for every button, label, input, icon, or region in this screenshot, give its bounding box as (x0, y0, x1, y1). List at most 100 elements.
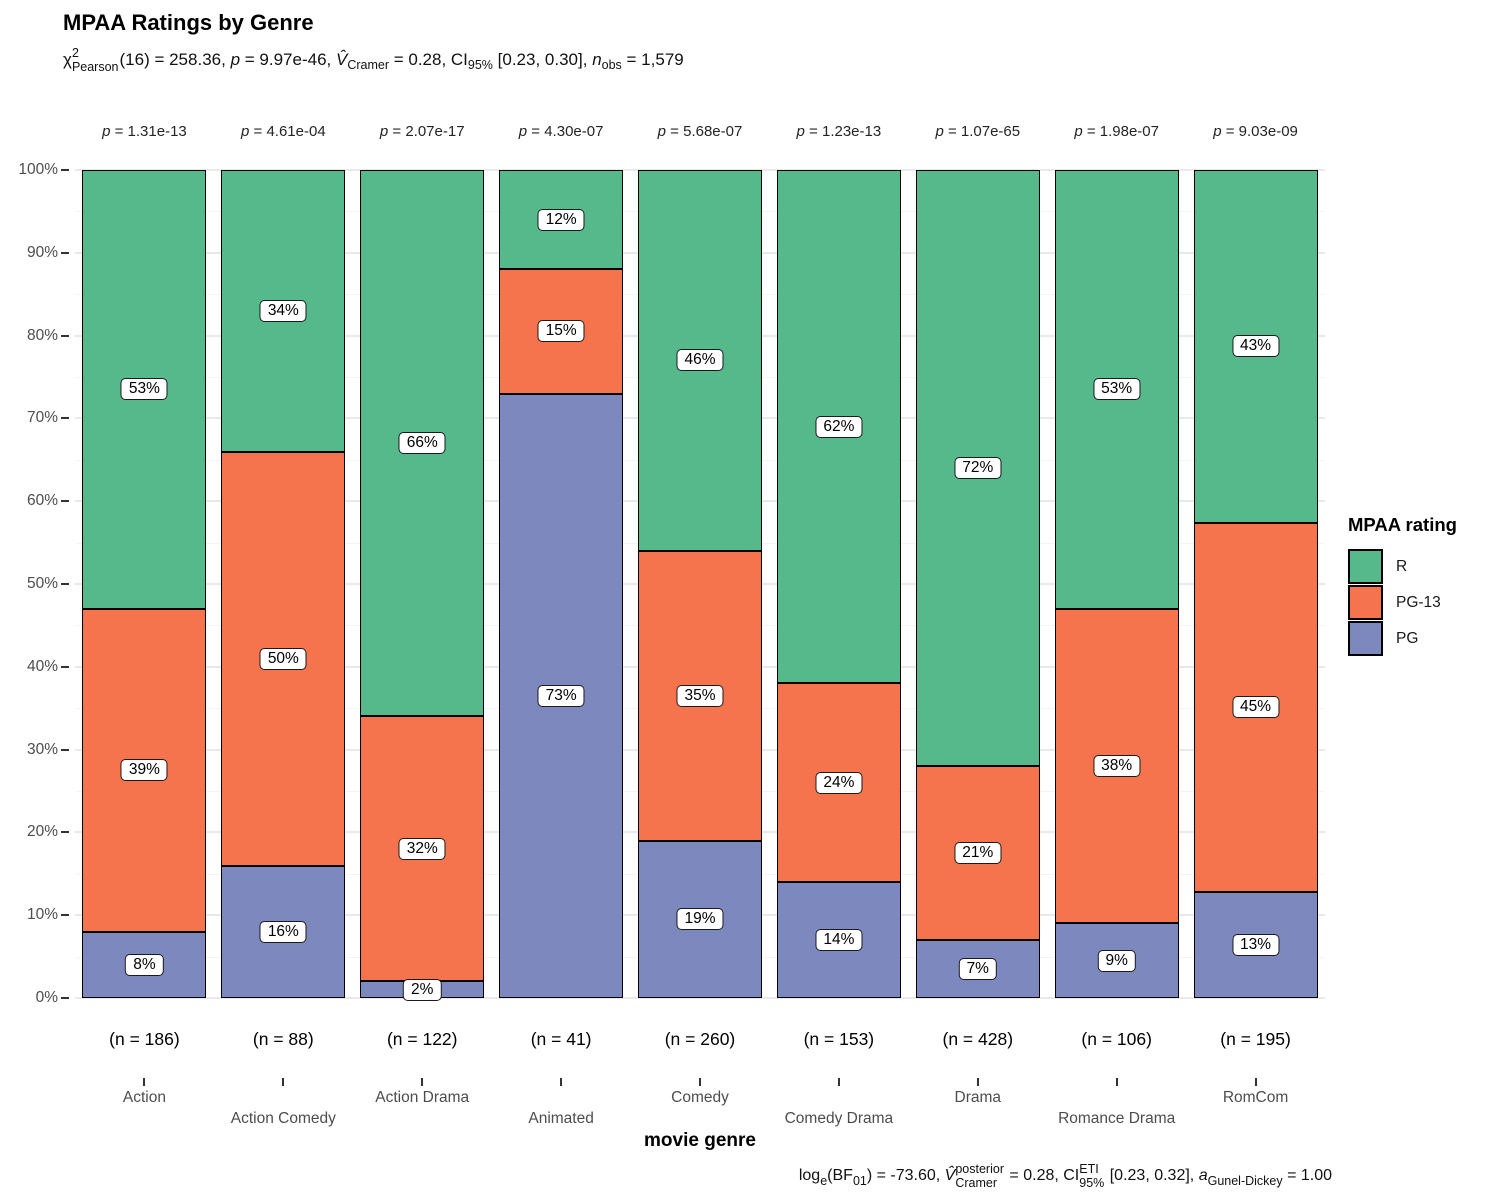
legend-label: PG (1396, 629, 1419, 647)
x-tick-label-genre: Comedy (671, 1089, 729, 1106)
x-tick-label-genre: Drama (954, 1089, 1002, 1106)
stats-subtitle: χ 2 Pearson (16) = 258.36, p = 9.97e-46, V̂… (63, 46, 684, 74)
y-tick-label: 10% (26, 906, 58, 924)
x-tick-mark (1254, 1078, 1257, 1086)
bar-p-value: p = 9.03e-09 (1213, 123, 1298, 140)
x-axis-title: movie genre (644, 1130, 756, 1151)
bar-n-label: (n = 106) (1081, 1029, 1152, 1049)
y-tick-mark (61, 665, 69, 668)
bar-n-label: (n = 195) (1220, 1029, 1291, 1049)
x-tick-mark (421, 1078, 424, 1086)
bar-p-value: p = 4.30e-07 (518, 123, 604, 140)
segment-percent-label: 62% (815, 415, 863, 438)
y-tick-mark (61, 583, 69, 585)
bar-p-value: p = 4.61e-04 (241, 123, 326, 140)
legend-label: R (1396, 557, 1408, 575)
x-tick-label-genre: Comedy Drama (784, 1110, 894, 1127)
y-tick-label: 80% (26, 326, 58, 344)
segment-percent-label: 12% (537, 208, 585, 231)
legend-items: R PG-13 PG (1348, 549, 1457, 656)
y-tick-label: 100% (18, 161, 58, 178)
y-tick-label: 60% (26, 492, 58, 510)
y-tick-mark (61, 169, 69, 171)
segment-percent-label: 32% (398, 837, 446, 860)
x-tick-label-genre: Action (122, 1089, 166, 1106)
legend-item: R (1348, 549, 1457, 584)
segment-percent-label: 72% (954, 457, 1002, 480)
bar-segment-r (499, 170, 624, 270)
x-tick-label-genre: Animated (528, 1110, 594, 1127)
x-tick-label-genre: RomCom (1222, 1089, 1289, 1106)
segment-percent-label: 73% (537, 684, 585, 707)
segment-percent-label: 16% (259, 920, 307, 943)
x-tick-mark (699, 1078, 701, 1086)
bar-n-label: (n = 186) (109, 1029, 180, 1049)
y-tick-label: 0% (35, 989, 58, 1006)
y-tick-label: 30% (26, 740, 58, 758)
x-tick-mark (143, 1078, 146, 1086)
y-tick-mark (61, 500, 69, 503)
segment-percent-label: 24% (815, 771, 863, 794)
x-tick-mark (282, 1078, 285, 1086)
segment-percent-label: 35% (676, 684, 724, 707)
segment-percent-label: 39% (120, 759, 168, 782)
y-tick-label: 50% (26, 575, 58, 592)
y-tick-mark (61, 914, 69, 917)
bar-n-label: (n = 428) (942, 1029, 1014, 1049)
x-tick-label-genre: Action Comedy (230, 1110, 336, 1127)
segment-percent-label: 15% (537, 320, 585, 343)
legend-swatch-icon (1348, 549, 1383, 584)
segment-percent-label: 45% (1232, 696, 1280, 719)
segment-percent-label: 19% (676, 908, 724, 931)
segment-percent-label: 53% (1093, 378, 1141, 401)
legend-swatch-icon (1348, 621, 1383, 656)
segment-percent-label: 66% (398, 432, 446, 455)
bar-p-value: p = 1.23e-13 (796, 123, 882, 140)
segment-percent-label: 8% (125, 953, 164, 976)
segment-percent-label: 2% (403, 978, 442, 1001)
x-tick-mark (837, 1078, 840, 1086)
chart-title: MPAA Ratings by Genre (63, 10, 314, 35)
segment-percent-label: 21% (954, 842, 1002, 865)
bar-n-label: (n = 88) (252, 1029, 314, 1049)
bar-n-label: (n = 41) (530, 1029, 592, 1049)
x-tick-label-genre: Action Drama (375, 1089, 470, 1106)
segment-percent-label: 13% (1232, 934, 1280, 956)
y-tick-label: 20% (26, 823, 58, 841)
bar-n-label: (n = 122) (386, 1029, 458, 1049)
legend-label: PG-13 (1396, 593, 1441, 611)
legend-swatch-icon (1348, 585, 1383, 620)
x-tick-mark (976, 1078, 979, 1086)
legend-item: PG-13 (1348, 585, 1457, 620)
bar-p-value: p = 5.68e-07 (657, 123, 743, 140)
legend: MPAA rating R PG-13 PG (1348, 514, 1457, 657)
y-tick-mark (61, 997, 69, 999)
y-tick-mark (61, 748, 69, 751)
x-tick-mark (1115, 1078, 1118, 1086)
y-tick-mark (61, 334, 69, 337)
bar-p-value: p = 1.31e-13 (102, 123, 187, 140)
y-tick-label: 90% (26, 243, 58, 261)
x-tick-label-genre: Romance Drama (1058, 1110, 1176, 1127)
segment-percent-label: 53% (120, 378, 168, 401)
legend-item: PG (1348, 621, 1457, 656)
stats-caption: log e (BF 01) = -73.60, V̂ posterior Cramer =… (798, 1162, 1332, 1190)
segment-percent-label: 7% (958, 958, 997, 981)
y-tick-label: 40% (26, 657, 58, 675)
bar-p-value: p = 2.07e-17 (379, 123, 465, 140)
segment-percent-label: 50% (259, 647, 307, 670)
segment-percent-label: 46% (676, 349, 724, 372)
segment-percent-label: 14% (815, 929, 863, 952)
y-tick-mark (61, 417, 69, 420)
y-tick-mark (61, 831, 69, 834)
bar-n-label: (n = 153) (803, 1029, 875, 1049)
segment-percent-label: 34% (259, 299, 307, 322)
gridline-major (75, 997, 1325, 999)
segment-percent-label: 9% (1097, 949, 1136, 972)
bar-n-label: (n = 260) (664, 1029, 736, 1049)
bar-p-value: p = 1.07e-65 (935, 123, 1021, 140)
segment-percent-label: 43% (1232, 335, 1280, 358)
segment-percent-label: 38% (1093, 755, 1141, 778)
bar-p-value: p = 1.98e-07 (1074, 123, 1159, 140)
